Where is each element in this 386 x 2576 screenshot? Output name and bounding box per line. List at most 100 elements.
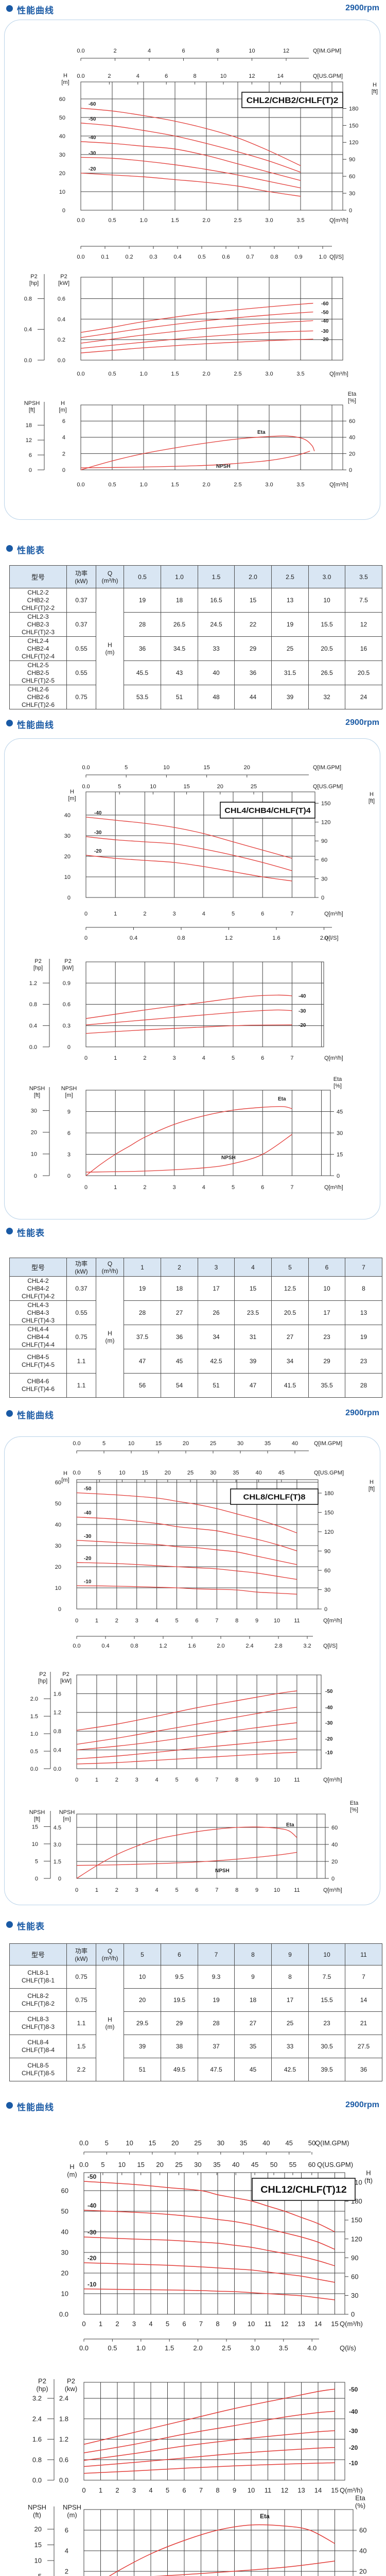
svg-text:0: 0 bbox=[84, 935, 87, 941]
svg-text:0: 0 bbox=[84, 1055, 87, 1061]
svg-text:[%]: [%] bbox=[334, 1083, 342, 1089]
svg-text:0.4: 0.4 bbox=[54, 1747, 61, 1753]
svg-text:[ft]: [ft] bbox=[372, 89, 378, 95]
svg-text:60: 60 bbox=[324, 1568, 330, 1574]
svg-text:60: 60 bbox=[349, 418, 355, 425]
svg-text:15: 15 bbox=[142, 1470, 148, 1476]
svg-text:3: 3 bbox=[173, 1055, 176, 1061]
svg-text:3: 3 bbox=[132, 2486, 136, 2494]
svg-text:P2: P2 bbox=[62, 1671, 69, 1677]
svg-text:0: 0 bbox=[337, 1173, 340, 1179]
svg-text:20: 20 bbox=[156, 2161, 163, 2168]
svg-text:90: 90 bbox=[321, 838, 327, 844]
svg-text:10: 10 bbox=[163, 765, 169, 771]
svg-text:40: 40 bbox=[292, 1440, 298, 1447]
svg-text:40: 40 bbox=[262, 2139, 270, 2147]
svg-text:1.0: 1.0 bbox=[139, 217, 147, 224]
svg-text:15: 15 bbox=[331, 2320, 338, 2328]
svg-text:0.4: 0.4 bbox=[29, 1023, 37, 1029]
svg-text:1: 1 bbox=[95, 1887, 98, 1893]
svg-text:40: 40 bbox=[64, 812, 71, 819]
svg-text:40: 40 bbox=[59, 133, 65, 140]
svg-text:0.5: 0.5 bbox=[198, 254, 205, 260]
svg-text:CHL8/CHLF(T)8: CHL8/CHLF(T)8 bbox=[243, 1493, 306, 1501]
svg-text:H: H bbox=[373, 82, 377, 88]
svg-text:P2: P2 bbox=[67, 2377, 75, 2385]
svg-text:-20: -20 bbox=[299, 1023, 306, 1028]
svg-text:2.5: 2.5 bbox=[234, 482, 241, 488]
svg-text:0.9: 0.9 bbox=[294, 254, 302, 260]
svg-text:0.5: 0.5 bbox=[30, 1749, 38, 1755]
svg-text:P2: P2 bbox=[38, 2377, 46, 2385]
svg-text:Q[US.GPM]: Q[US.GPM] bbox=[314, 1470, 344, 1476]
svg-text:120: 120 bbox=[351, 2235, 362, 2243]
svg-text:-20: -20 bbox=[87, 2255, 97, 2262]
svg-text:8: 8 bbox=[235, 1777, 238, 1783]
svg-text:0.0: 0.0 bbox=[58, 358, 65, 364]
svg-text:150: 150 bbox=[349, 123, 358, 129]
svg-text:1.6: 1.6 bbox=[54, 1691, 61, 1697]
svg-text:4: 4 bbox=[202, 911, 205, 917]
svg-text:6: 6 bbox=[182, 2486, 186, 2494]
svg-text:-30: -30 bbox=[321, 329, 329, 334]
svg-text:20: 20 bbox=[349, 451, 355, 457]
svg-text:CHL12/CHLF(T)12: CHL12/CHLF(T)12 bbox=[260, 2184, 346, 2195]
svg-text:5: 5 bbox=[125, 765, 128, 771]
svg-text:45: 45 bbox=[278, 1470, 285, 1476]
svg-text:5: 5 bbox=[166, 2486, 169, 2494]
svg-text:0: 0 bbox=[84, 911, 87, 917]
svg-text:6: 6 bbox=[195, 1887, 198, 1893]
svg-text:20: 20 bbox=[183, 1440, 189, 1447]
svg-text:0: 0 bbox=[67, 1044, 71, 1050]
svg-text:45: 45 bbox=[285, 2139, 292, 2147]
svg-text:90: 90 bbox=[351, 2254, 358, 2262]
svg-text:(m): (m) bbox=[67, 2511, 77, 2519]
svg-text:7: 7 bbox=[215, 1777, 218, 1783]
svg-text:10: 10 bbox=[55, 1585, 61, 1591]
svg-text:7: 7 bbox=[199, 2486, 203, 2494]
svg-text:0.0: 0.0 bbox=[29, 1044, 37, 1050]
svg-text:0: 0 bbox=[35, 1876, 38, 1882]
svg-text:0.0: 0.0 bbox=[24, 358, 32, 364]
svg-text:8: 8 bbox=[216, 2486, 219, 2494]
svg-text:Q[m³/h]: Q[m³/h] bbox=[324, 911, 343, 917]
svg-text:H: H bbox=[370, 1479, 374, 1485]
svg-text:10: 10 bbox=[34, 2557, 42, 2565]
svg-text:-60: -60 bbox=[89, 101, 96, 107]
svg-text:18: 18 bbox=[26, 422, 32, 429]
svg-text:Eta: Eta bbox=[334, 1076, 342, 1082]
svg-text:-60: -60 bbox=[321, 301, 329, 307]
svg-text:-20: -20 bbox=[84, 1556, 92, 1562]
svg-text:[m]: [m] bbox=[61, 79, 69, 86]
svg-text:-50: -50 bbox=[87, 2173, 97, 2180]
svg-text:30: 30 bbox=[194, 2161, 201, 2168]
svg-text:45: 45 bbox=[251, 2161, 258, 2168]
svg-text:-40: -40 bbox=[325, 1705, 333, 1711]
svg-text:0: 0 bbox=[34, 1173, 37, 1179]
svg-text:-20: -20 bbox=[89, 166, 96, 172]
svg-text:5: 5 bbox=[118, 784, 121, 790]
svg-text:Q(m³/h): Q(m³/h) bbox=[340, 2320, 363, 2328]
svg-text:2: 2 bbox=[115, 1777, 118, 1783]
svg-text:3.0: 3.0 bbox=[250, 2344, 259, 2352]
svg-text:0.4: 0.4 bbox=[130, 935, 137, 941]
svg-text:15: 15 bbox=[203, 765, 209, 771]
svg-text:40: 40 bbox=[232, 2161, 239, 2168]
svg-text:0: 0 bbox=[29, 467, 32, 473]
svg-text:(%): (%) bbox=[355, 2502, 365, 2510]
svg-text:[hp]: [hp] bbox=[29, 280, 39, 286]
svg-text:10: 10 bbox=[128, 1440, 134, 1447]
svg-text:30: 30 bbox=[61, 2249, 68, 2257]
svg-text:-10: -10 bbox=[349, 2460, 358, 2467]
svg-text:60: 60 bbox=[331, 1825, 338, 1831]
svg-text:10: 10 bbox=[64, 874, 71, 880]
svg-text:3: 3 bbox=[132, 2320, 136, 2328]
svg-text:0.0: 0.0 bbox=[30, 1766, 38, 1772]
svg-text:0.9: 0.9 bbox=[63, 980, 71, 987]
svg-text:10: 10 bbox=[118, 2161, 126, 2168]
svg-text:-40: -40 bbox=[349, 2408, 358, 2415]
svg-text:30: 30 bbox=[55, 1543, 61, 1549]
svg-text:Q(l/s): Q(l/s) bbox=[340, 2344, 356, 2352]
svg-text:0: 0 bbox=[62, 467, 65, 473]
svg-text:1.5: 1.5 bbox=[54, 1859, 61, 1865]
